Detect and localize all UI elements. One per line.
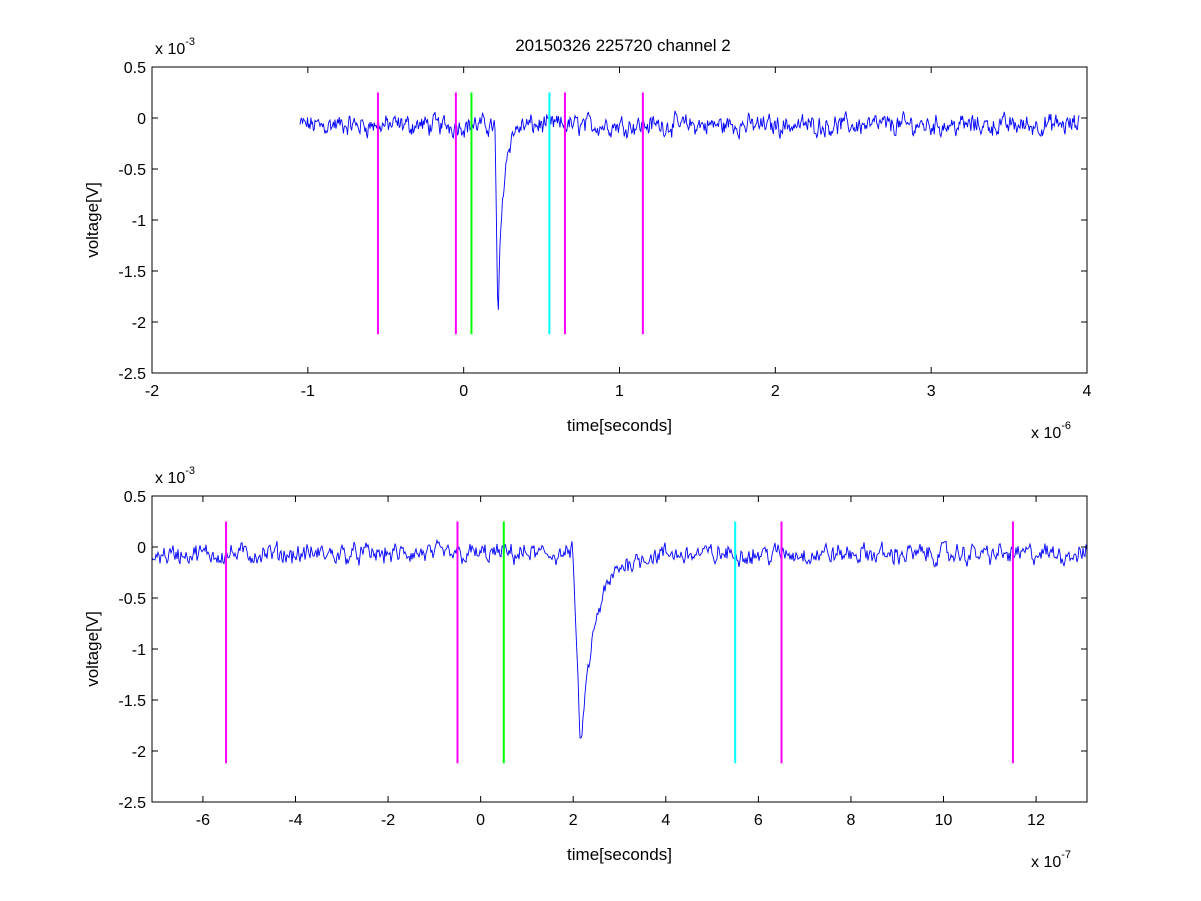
x-axis-label: time[seconds]: [567, 416, 672, 435]
x-multiplier-exponent: -6: [1061, 420, 1071, 432]
x-tick-label: 4: [661, 812, 670, 829]
x-tick-label: 3: [927, 383, 936, 400]
y-axis-multiplier: x 10-3: [155, 465, 195, 487]
plot-area: [152, 496, 1087, 802]
signal-line-0: [152, 538, 1087, 739]
y-axis-multiplier: x 10-3: [155, 36, 195, 58]
top-axes: -2 -1 0 1 2 3 4-2.5-2-1.5-1-0.500.5time[second…: [83, 36, 1092, 442]
x-tick-label: 2: [771, 383, 780, 400]
x-tick-label: 4: [1083, 383, 1092, 400]
y-multiplier-exponent: -3: [185, 465, 195, 477]
y-tick-label: -2.5: [118, 366, 146, 383]
y-tick-label: 0: [137, 540, 146, 557]
x-multiplier-base: x 10: [1031, 854, 1061, 871]
y-tick-label: 0.5: [124, 60, 146, 77]
y-multiplier-base: x 10: [155, 41, 185, 58]
signal-line-0: [299, 110, 1080, 310]
y-tick-label: -1.5: [118, 264, 146, 281]
y-tick-label: -0.5: [118, 162, 146, 179]
y-tick-label: -1: [132, 213, 146, 230]
y-tick-label: -1: [132, 642, 146, 659]
x-tick-label: -2: [145, 383, 159, 400]
x-tick-label: 6: [754, 812, 763, 829]
x-tick-label: -4: [288, 812, 302, 829]
x-tick-label: 0: [459, 383, 468, 400]
x-axis-multiplier: x 10-7: [1031, 849, 1071, 871]
x-multiplier-exponent: -7: [1061, 849, 1071, 861]
x-multiplier-base: x 10: [1031, 425, 1061, 442]
y-tick-label: 0: [137, 111, 146, 128]
x-tick-label: 1: [615, 383, 624, 400]
y-tick-label: -2.5: [118, 795, 146, 812]
y-tick-label: -1.5: [118, 693, 146, 710]
x-tick-label: 0: [476, 812, 485, 829]
x-tick-label: 12: [1027, 812, 1045, 829]
x-tick-label: 8: [846, 812, 855, 829]
y-tick-label: 0.5: [124, 489, 146, 506]
y-tick-label: -2: [132, 744, 146, 761]
y-multiplier-exponent: -3: [185, 36, 195, 48]
y-multiplier-base: x 10: [155, 470, 185, 487]
x-axis-multiplier: x 10-6: [1031, 420, 1071, 442]
x-tick-label: -6: [196, 812, 210, 829]
x-axis-label: time[seconds]: [567, 845, 672, 864]
y-axis-label: voltage[V]: [83, 611, 102, 687]
y-tick-label: -2: [132, 315, 146, 332]
x-tick-label: 2: [569, 812, 578, 829]
y-tick-label: -0.5: [118, 591, 146, 608]
bottom-axes: -6 -4 -2 0 2 4 6 8 10 12 -2.5 -2 -1.5 -1 -0.5 0 0.5 time[…: [83, 465, 1088, 871]
y-axis-label: voltage[V]: [83, 182, 102, 258]
x-tick-label: 10: [935, 812, 953, 829]
chart-title: 20150326 225720 channel 2: [515, 36, 731, 55]
plot-area: [152, 67, 1087, 373]
x-tick-label: -2: [381, 812, 395, 829]
x-tick-label: -1: [301, 383, 315, 400]
